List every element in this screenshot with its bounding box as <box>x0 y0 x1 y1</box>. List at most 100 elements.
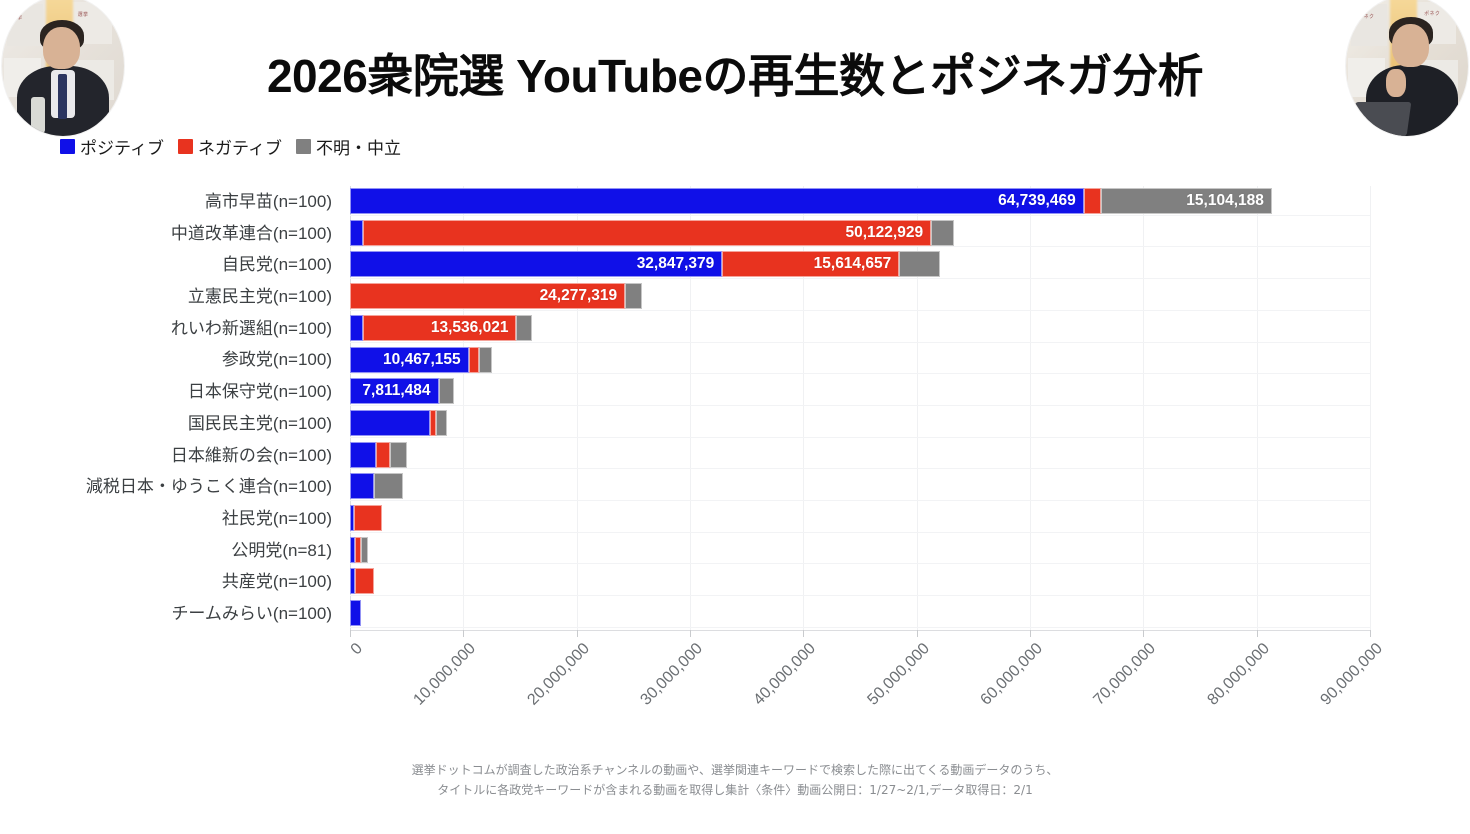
backdrop-panel <box>6 4 44 47</box>
bar-segment-positive[interactable] <box>350 600 362 627</box>
bar-segment-positive[interactable]: 10,467,155 <box>350 346 469 373</box>
bar-segment-positive[interactable]: 7,811,484 <box>350 378 439 405</box>
bar-segment-negative[interactable] <box>375 441 391 468</box>
category-label: チームみらい(n=100) <box>171 603 332 623</box>
axis-tick <box>1030 630 1031 637</box>
axis-tick-label: 40,000,000 <box>750 640 820 709</box>
gridline <box>916 186 918 630</box>
bar-segment-negative[interactable]: 50,122,929 <box>363 219 932 246</box>
row-gridline <box>350 595 1370 597</box>
bar-segment-positive[interactable]: 64,739,469 <box>350 188 1084 214</box>
plot-area: 64,739,469 15,104,188 50,122,929 32,847,379… <box>350 186 1371 630</box>
category-label: 中道改革連合(n=100) <box>170 223 332 243</box>
bar-segment-neutral[interactable] <box>435 409 447 436</box>
legend-swatch-positive-icon <box>60 139 75 154</box>
bar-segment-positive[interactable] <box>350 536 355 563</box>
bar-segment-neutral[interactable] <box>478 346 493 373</box>
legend-swatch-neutral-icon <box>295 139 311 154</box>
axis-tick-label: 0 <box>347 640 367 659</box>
bar-value-label: 50,122,929 <box>845 223 924 241</box>
row-gridline <box>350 436 1370 438</box>
bar-segment-negative[interactable] <box>1083 188 1101 214</box>
row-gridline <box>350 278 1370 280</box>
chart-legend: ポジティブ ネガティブ 不明・中立 <box>60 134 401 159</box>
presenter-face <box>1392 24 1429 68</box>
legend-item-positive[interactable]: ポジティブ <box>60 134 164 159</box>
legend-item-neutral[interactable]: 不明・中立 <box>295 134 401 159</box>
row-gridline <box>350 373 1370 375</box>
axis-tick <box>350 630 351 637</box>
presenter-tie <box>58 74 67 120</box>
category-label: 高市早苗(n=100) <box>204 192 332 211</box>
laptop <box>1350 102 1412 136</box>
gridline <box>463 186 465 630</box>
bar-value-label: 15,104,188 <box>1186 192 1264 209</box>
backdrop-logo: 選挙 <box>11 15 23 22</box>
row-gridline <box>350 404 1370 406</box>
bar-value-label: 15,614,657 <box>813 255 892 273</box>
value-axis: 0 10,000,000 20,000,000 30,000,000 40,000,00… <box>347 630 1386 750</box>
row-gridline <box>350 500 1370 501</box>
bar-segment-neutral[interactable] <box>625 283 643 310</box>
axis-tick <box>463 630 465 637</box>
axis-tick-label: 60,000,000 <box>977 640 1047 709</box>
gridline <box>576 186 578 630</box>
bar-segment-negative[interactable]: 13,536,021 <box>363 314 517 341</box>
category-label: 日本維新の会(n=100) <box>170 445 332 465</box>
category-label: 共産党(n=100) <box>221 572 332 592</box>
bar-segment-neutral[interactable] <box>516 314 533 341</box>
presenter-face <box>43 26 81 69</box>
bar-segment-neutral[interactable] <box>390 441 408 468</box>
footnote-line-1: 選挙ドットコムが調査した政治系チャンネルの動画や、選挙関連キーワードで検索した際… <box>411 763 1059 777</box>
bar-segment-positive[interactable] <box>350 314 364 341</box>
page-title: 2026衆院選 YouTubeの再生数とポジネガ分析 <box>266 50 1204 102</box>
bar-segment-positive[interactable] <box>350 219 364 246</box>
water-bottle <box>31 96 45 134</box>
bar-value-label: 7,811,484 <box>362 382 431 400</box>
axis-tick <box>1143 630 1145 637</box>
bar-segment-negative[interactable]: 24,277,319 <box>350 283 626 310</box>
bar-value-label: 24,277,319 <box>539 287 618 305</box>
bar-segment-positive[interactable]: 32,847,379 <box>350 251 723 278</box>
bar-segment-neutral[interactable] <box>438 378 454 405</box>
axis-baseline <box>350 186 351 630</box>
bar-value-label: 32,847,379 <box>636 255 715 273</box>
stacked-bar-chart: 高市早苗(n=100) 中道改革連合(n=100) 自民党(n=100) 立憲民主党(… <box>0 186 1470 636</box>
bar-segment-neutral[interactable]: 15,104,188 <box>1100 188 1272 214</box>
bar-segment-negative[interactable] <box>468 346 479 373</box>
bar-segment-negative[interactable] <box>354 536 361 563</box>
category-label: 減税日本・ゆうこく連合(n=100) <box>85 477 332 497</box>
axis-tick <box>916 630 918 637</box>
gridline <box>803 186 805 630</box>
gridline <box>1256 186 1258 630</box>
bar-segment-neutral[interactable] <box>373 473 404 500</box>
category-label: 自民党(n=100) <box>221 255 332 275</box>
bar-segment-positive[interactable] <box>350 441 376 468</box>
category-label: れいわ新選組(n=100) <box>170 318 332 338</box>
bar-value-label: 13,536,021 <box>430 318 509 336</box>
bar-segment-positive[interactable] <box>350 505 354 531</box>
bar-segment-negative[interactable]: 15,614,657 <box>722 251 900 278</box>
axis-tick-label: 80,000,000 <box>1204 640 1273 709</box>
category-label: 社民党(n=100) <box>221 508 332 528</box>
axis-tick-label: 10,000,000 <box>410 640 480 709</box>
row-gridline <box>350 468 1370 470</box>
legend-label: ネガティブ <box>197 139 282 158</box>
bar-segment-neutral[interactable] <box>360 536 369 563</box>
bar-segment-neutral[interactable] <box>931 219 954 246</box>
row-gridline <box>350 246 1370 248</box>
bar-segment-negative[interactable] <box>429 409 436 436</box>
bar-segment-positive[interactable] <box>350 473 374 500</box>
axis-tick <box>1256 630 1258 637</box>
bar-segment-neutral[interactable] <box>899 251 941 278</box>
bar-segment-negative[interactable] <box>353 505 383 531</box>
legend-item-negative[interactable]: ネガティブ <box>177 134 282 159</box>
axis-tick-label: 30,000,000 <box>637 640 707 709</box>
footnote: 選挙ドットコムが調査した政治系チャンネルの動画や、選挙関連キーワードで検索した際… <box>0 760 1470 800</box>
bar-segment-negative[interactable] <box>354 568 375 595</box>
axis-tick <box>690 630 691 637</box>
backdrop-logo: ポネク <box>1358 13 1375 20</box>
bar-segment-positive[interactable] <box>350 568 355 595</box>
bar-segment-positive[interactable] <box>350 409 430 436</box>
